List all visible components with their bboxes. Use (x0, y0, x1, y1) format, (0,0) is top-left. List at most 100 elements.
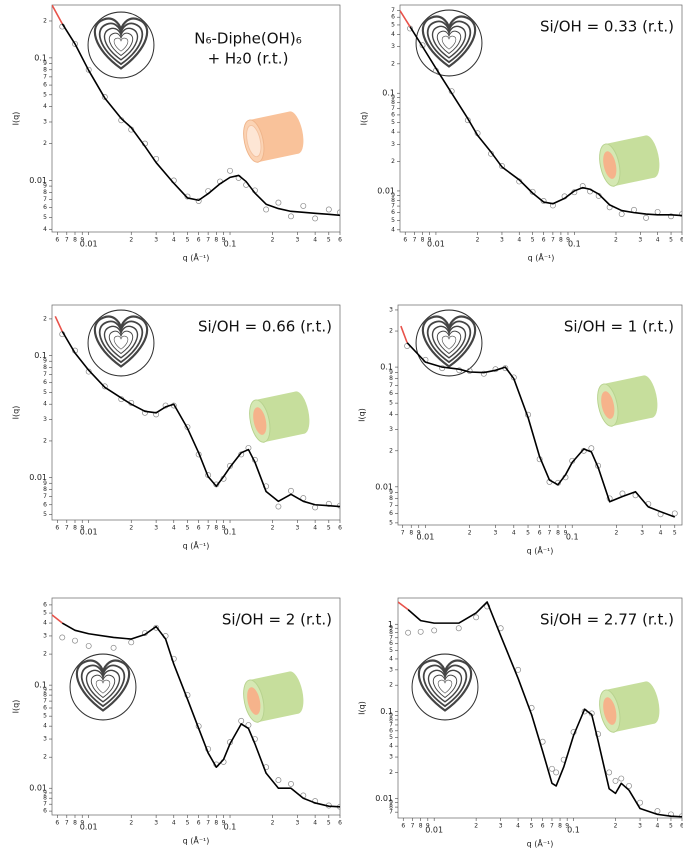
y-tick-label: 4 (389, 743, 393, 750)
data-point (473, 614, 480, 621)
x-tick-label: 0.01 (80, 528, 98, 537)
data-point (288, 213, 294, 220)
x-axis-label: q (Å⁻¹) (527, 545, 554, 556)
chart-title: Si/OH = 2.77 (r.t.) (540, 611, 674, 629)
x-tick-label: 9 (222, 525, 226, 532)
y-tick-label: 7 (389, 382, 393, 389)
x-tick-label: 5 (531, 237, 535, 244)
plot-area (52, 5, 340, 222)
y-tick-label: 2 (43, 140, 47, 147)
y-axis-label: I(q) (12, 112, 21, 126)
icon-cylinder (240, 669, 306, 725)
y-tick-label: 2 (43, 651, 47, 658)
x-tick-label: 4 (313, 525, 317, 532)
plot-frame (51, 4, 341, 233)
y-tick-label: 0.1 (380, 363, 393, 372)
plot-frame (397, 597, 683, 819)
icon-vesicle (87, 11, 155, 79)
x-tick-label: 4 (172, 820, 176, 827)
y-tick-label: 9 (391, 94, 395, 101)
y-tick-label: 9 (389, 712, 393, 719)
data-point (263, 206, 270, 213)
y-tick-label: 4 (389, 655, 393, 662)
x-tick-label: 7 (206, 525, 210, 532)
x-tick-label: 2 (129, 820, 133, 827)
plot-frame (51, 304, 341, 521)
data-point (606, 769, 613, 776)
y-tick-label: 2 (43, 315, 47, 322)
y-tick-label: 5 (389, 400, 393, 407)
x-tick-label: 9 (426, 823, 430, 830)
y-tick-label: 5 (43, 389, 47, 396)
y-tick-label: 9 (389, 799, 393, 806)
y-tick-label: 9 (43, 60, 47, 67)
y-tick-label: 4 (391, 226, 395, 233)
data-point (595, 731, 602, 738)
x-tick-label: 7 (206, 820, 210, 827)
y-tick-label: 8 (43, 692, 47, 699)
fit-line (61, 23, 340, 217)
y-tick-label: 2 (389, 328, 393, 335)
x-axis-label: q (Å⁻¹) (183, 540, 210, 551)
y-tick-label: 8 (43, 189, 47, 196)
y-tick-label: 7 (43, 371, 47, 378)
y-tick-label: 3 (43, 632, 47, 639)
y-tick-label: 4 (43, 620, 47, 627)
x-tick-label: 3 (499, 823, 503, 830)
y-tick-label: 6 (43, 601, 47, 608)
data-point (668, 213, 674, 220)
x-tick-label: 7 (65, 820, 69, 827)
data-point (101, 383, 108, 390)
y-tick-label: 6 (43, 204, 47, 211)
x-tick-label: 7 (65, 525, 69, 532)
plot-frame (51, 597, 341, 816)
data-point (417, 628, 424, 635)
x-tick-label: 4 (517, 237, 521, 244)
y-tick-label: 7 (389, 721, 393, 728)
icon-cylinder (240, 109, 306, 165)
fit-line (407, 601, 682, 818)
x-tick-label: 9 (222, 820, 226, 827)
data-point (300, 202, 307, 209)
y-tick-label: 0.01 (29, 784, 47, 793)
x-tick-label: 6 (538, 530, 542, 537)
x-axis-label: q (Å⁻¹) (527, 838, 554, 849)
y-tick-label: 0.1 (34, 351, 47, 360)
y-tick-label: 4 (389, 411, 393, 418)
data-point (288, 781, 294, 787)
y-tick-label: 6 (43, 82, 47, 89)
y-tick-label: 8 (389, 716, 393, 723)
y-tick-label: 9 (389, 489, 393, 496)
x-tick-label: 6 (401, 823, 405, 830)
x-tick-label: 4 (516, 823, 520, 830)
x-tick-label: 0.01 (80, 823, 98, 832)
y-tick-label: 9 (43, 686, 47, 693)
data-point (312, 215, 319, 222)
x-tick-label: 9 (565, 823, 569, 830)
x-tick-label: 8 (73, 237, 77, 244)
y-tick-label: 8 (389, 629, 393, 636)
x-tick-label: 5 (327, 237, 331, 244)
x-tick-label: 4 (172, 237, 176, 244)
y-tick-label: 6 (43, 501, 47, 508)
plot-area (400, 10, 682, 221)
x-tick-label: 6 (55, 820, 59, 827)
data-point (275, 503, 282, 510)
fit-line (409, 26, 682, 217)
y-axis-label: I(q) (12, 700, 21, 714)
x-tick-label: 2 (129, 237, 133, 244)
fit-line (54, 315, 63, 332)
y-tick-label: 5 (43, 511, 47, 518)
y-tick-label: 3 (43, 736, 47, 743)
y-tick-label: 2 (389, 447, 393, 454)
y-tick-label: 6 (391, 14, 395, 21)
x-tick-label: 3 (296, 525, 300, 532)
x-tick-label: 8 (419, 823, 423, 830)
x-tick-label: 2 (271, 237, 275, 244)
x-tick-label: 3 (154, 820, 158, 827)
x-tick-label: 7 (551, 237, 555, 244)
x-tick-label: 3 (638, 823, 642, 830)
data-point (637, 799, 643, 806)
x-tick-label: 6 (55, 525, 59, 532)
